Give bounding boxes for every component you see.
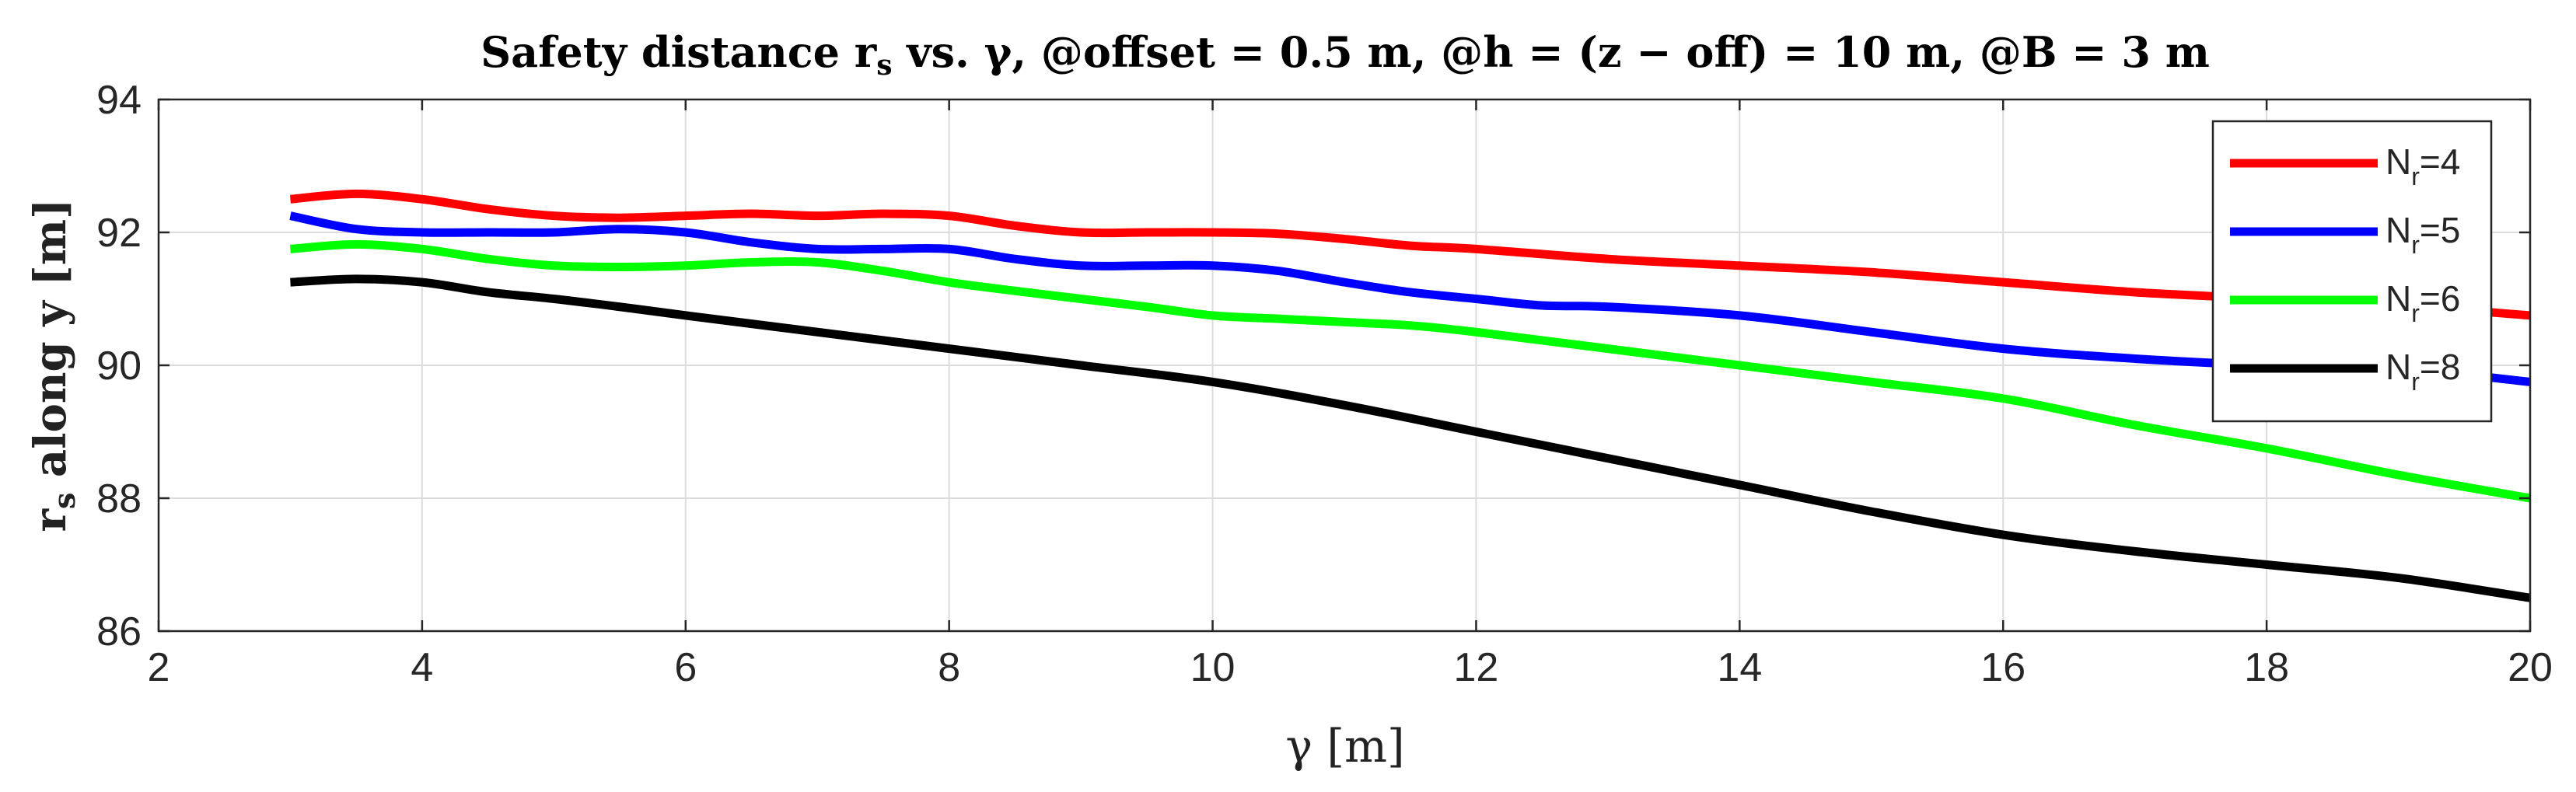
series-line-n6: [290, 239, 2530, 503]
x-tick-label: 14: [1717, 645, 1762, 690]
chart-title-subscript: s: [876, 49, 892, 82]
x-tick-label: 10: [1190, 645, 1236, 690]
x-tick-label: 6: [674, 645, 697, 690]
chart-title: Safety distance rs vs. γ, @offset = 0.5 …: [481, 27, 2210, 82]
x-axis-label: γ [m]: [1285, 720, 1404, 773]
legend: Nr=4Nr=5Nr=6Nr=8: [2211, 120, 2493, 423]
legend-label-subscript: r: [2411, 299, 2420, 327]
series-line-n5: [289, 211, 2530, 386]
legend-entry-label: Nr=5: [2386, 210, 2460, 259]
grid-layer: [158, 99, 2531, 632]
legend-label-main: N: [2386, 278, 2411, 319]
series-line-n8: [290, 274, 2530, 602]
series-layer: [289, 189, 2530, 602]
legend-entry-label: Nr=6: [2386, 278, 2460, 327]
y-tick-label: 94: [96, 78, 142, 123]
y-tick-label: 92: [96, 211, 142, 256]
legend-label-main: N: [2386, 210, 2411, 250]
legend-label-subscript: r: [2411, 162, 2420, 190]
legend-label-rest: =8: [2420, 347, 2460, 387]
y-tick-label: 88: [96, 476, 142, 522]
chart-title-part2: vs. γ, @offset = 0.5 m, @h = (z − off) =…: [892, 27, 2209, 77]
x-tick-label: 8: [938, 645, 960, 690]
legend-label-main: N: [2386, 141, 2411, 182]
x-tick-label: 2: [148, 645, 170, 690]
legend-label-rest: =4: [2420, 141, 2460, 182]
x-tick-label: 12: [1454, 645, 1499, 690]
y-axis-label: rs along y [m]: [25, 199, 82, 532]
y-tick-label: 90: [96, 344, 142, 389]
x-tick-label: 20: [2508, 645, 2553, 690]
legend-entry-label: Nr=4: [2386, 141, 2460, 190]
y-axis-label-subscript: s: [47, 493, 82, 509]
legend-label-rest: =6: [2420, 278, 2460, 319]
legend-label-subscript: r: [2411, 231, 2420, 259]
x-tick-label: 18: [2244, 645, 2289, 690]
x-tick-label: 4: [411, 645, 433, 690]
x-tick-label: 16: [1980, 645, 2025, 690]
chart-title-part1: Safety distance r: [481, 27, 877, 77]
ticks-layer: 2 4 6 8 10 12 14 16 18 20 86 88 90 92 94: [96, 78, 2553, 690]
legend-label-rest: =5: [2420, 210, 2460, 250]
legend-label-main: N: [2386, 347, 2411, 387]
y-tick-label: 86: [96, 609, 142, 654]
legend-entry-label: Nr=8: [2386, 347, 2460, 396]
y-axis-label-rest: along y [m]: [25, 199, 76, 493]
series-line-n4: [289, 189, 2530, 320]
legend-label-subscript: r: [2411, 368, 2420, 396]
y-axis-label-r: r: [25, 508, 76, 532]
